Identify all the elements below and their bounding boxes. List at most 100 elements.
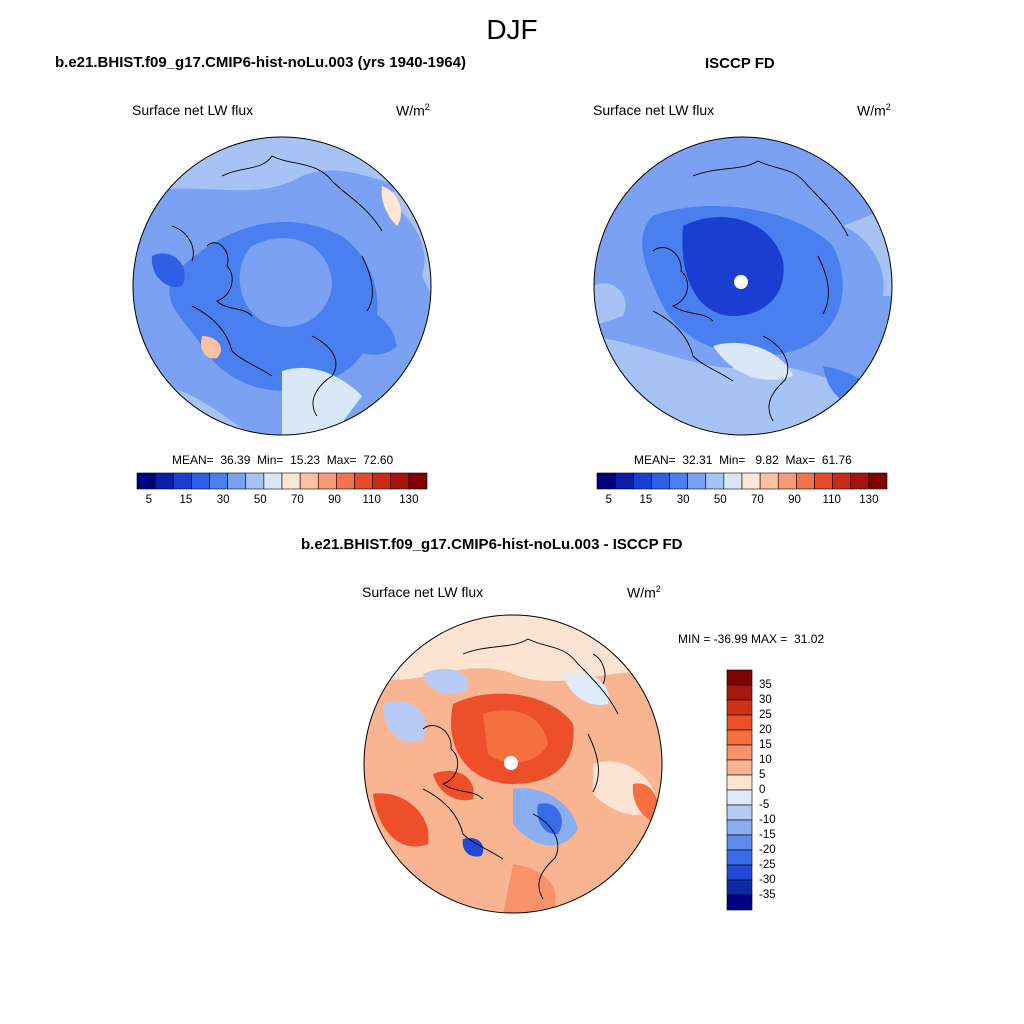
colorbar-tick-label: 5 xyxy=(605,494,612,506)
model-stats: MEAN= 36.39 Min= 15.23 Max= 72.60 xyxy=(172,453,394,467)
colorbar-swatch xyxy=(796,472,815,490)
colorbar-swatch xyxy=(726,789,753,806)
colorbar-swatch xyxy=(317,472,337,490)
colorbar-swatch xyxy=(651,472,670,490)
colorbar-swatch xyxy=(726,714,753,731)
colorbar-tick-label: -5 xyxy=(759,799,770,811)
colorbar-swatch xyxy=(723,472,743,490)
diff-minmax: MIN = -36.99 MAX = 31.02 xyxy=(678,632,825,646)
model-colorbar xyxy=(136,472,428,490)
obs-polar-map xyxy=(593,136,893,436)
colorbar-swatch xyxy=(209,472,228,490)
colorbar-swatch xyxy=(814,472,833,490)
colorbar-swatch xyxy=(281,472,301,490)
model-polar-map xyxy=(132,136,432,436)
colorbar-tick-label: -35 xyxy=(759,889,776,901)
colorbar-swatch xyxy=(614,472,634,490)
colorbar-tick-label: -10 xyxy=(759,814,776,826)
colorbar-swatch xyxy=(777,472,797,490)
colorbar-swatch xyxy=(726,699,753,716)
colorbar-swatch xyxy=(726,894,753,911)
colorbar-swatch xyxy=(726,774,753,791)
colorbar-swatch xyxy=(726,849,753,866)
diff-units-label: W/m2 xyxy=(627,584,661,601)
colorbar-swatch xyxy=(354,472,373,490)
colorbar-swatch xyxy=(372,472,392,490)
colorbar-tick-label: 10 xyxy=(759,754,772,766)
colorbar-tick-label: -30 xyxy=(759,874,776,886)
colorbar-swatch xyxy=(832,472,852,490)
model-units-label: W/m2 xyxy=(396,102,430,119)
colorbar-tick-label: 50 xyxy=(713,494,727,506)
colorbar-swatch xyxy=(154,472,174,490)
colorbar-swatch xyxy=(632,472,652,490)
model-variable-label: Surface net LW flux xyxy=(132,102,254,118)
colorbar-tick-label: 70 xyxy=(751,494,764,506)
colorbar-swatch xyxy=(245,472,265,490)
colorbar-tick-label: -20 xyxy=(759,844,776,856)
colorbar-tick-label: 25 xyxy=(759,709,772,721)
figure-title: DJF xyxy=(486,14,538,45)
colorbar-tick-label: 50 xyxy=(253,494,267,506)
model-panel-title: b.e21.BHIST.f09_g17.CMIP6-hist-noLu.003 … xyxy=(55,54,466,71)
colorbar-swatch xyxy=(408,472,428,490)
colorbar-tick-label: 0 xyxy=(759,784,766,796)
diff-panel-title: b.e21.BHIST.f09_g17.CMIP6-hist-noLu.003 … xyxy=(301,536,683,553)
model-colorbar-labels: 5 15 30 50 70 90 110 130 xyxy=(137,494,427,508)
colorbar-tick-label: 30 xyxy=(216,494,230,506)
colorbar-swatch xyxy=(726,744,753,761)
colorbar-swatch xyxy=(390,472,410,490)
diff-colorbar xyxy=(726,669,753,911)
colorbar-swatch xyxy=(227,472,247,490)
colorbar-tick-label: -15 xyxy=(759,829,776,841)
colorbar-tick-label: 70 xyxy=(291,494,304,506)
colorbar-swatch xyxy=(726,729,753,746)
diff-colorbar-labels: 35 30 25 20 15 10 5 0 -5 -10 -15 -20 -25 -30 -35 xyxy=(759,670,799,910)
colorbar-swatch xyxy=(299,472,319,490)
diff-variable-label: Surface net LW flux xyxy=(362,584,484,600)
colorbar-swatch xyxy=(868,472,888,490)
colorbar-swatch xyxy=(726,864,753,881)
colorbar-swatch xyxy=(687,472,707,490)
colorbar-tick-label: 130 xyxy=(399,494,419,506)
colorbar-tick-label: 5 xyxy=(145,494,152,506)
obs-colorbar-labels: 5 15 30 50 70 90 110 130 xyxy=(597,494,887,508)
colorbar-tick-label: 30 xyxy=(676,494,690,506)
colorbar-tick-label: 15 xyxy=(759,739,772,751)
colorbar-swatch xyxy=(596,472,616,490)
colorbar-swatch xyxy=(726,759,753,776)
diff-polar-map xyxy=(363,614,663,914)
colorbar-swatch xyxy=(136,472,156,490)
colorbar-tick-label: 15 xyxy=(639,494,653,506)
colorbar-tick-label: 20 xyxy=(759,724,772,736)
colorbar-swatch xyxy=(726,804,753,821)
obs-colorbar xyxy=(596,472,888,490)
colorbar-tick-label: 15 xyxy=(179,494,193,506)
colorbar-tick-label: 30 xyxy=(759,694,772,706)
colorbar-tick-label: 90 xyxy=(788,494,801,506)
colorbar-tick-label: 35 xyxy=(759,679,772,691)
colorbar-swatch xyxy=(705,472,725,490)
colorbar-swatch xyxy=(726,834,753,851)
colorbar-swatch xyxy=(850,472,870,490)
obs-stats: MEAN= 32.31 Min= 9.82 Max= 61.76 xyxy=(634,453,852,467)
colorbar-swatch xyxy=(726,669,753,686)
colorbar-swatch xyxy=(336,472,355,490)
colorbar-swatch xyxy=(726,879,753,896)
colorbar-tick-label: 110 xyxy=(822,494,841,506)
colorbar-swatch xyxy=(726,819,753,836)
colorbar-tick-label: 110 xyxy=(362,494,381,506)
colorbar-swatch xyxy=(191,472,210,490)
colorbar-swatch xyxy=(741,472,761,490)
colorbar-tick-label: 130 xyxy=(859,494,879,506)
colorbar-tick-label: -25 xyxy=(759,859,776,871)
obs-variable-label: Surface net LW flux xyxy=(593,102,715,118)
colorbar-swatch xyxy=(669,472,688,490)
colorbar-swatch xyxy=(172,472,192,490)
colorbar-tick-label: 5 xyxy=(759,769,766,781)
colorbar-swatch xyxy=(759,472,779,490)
colorbar-swatch xyxy=(726,684,753,701)
obs-panel-title: ISCCP FD xyxy=(705,55,775,72)
colorbar-tick-label: 90 xyxy=(328,494,341,506)
colorbar-swatch xyxy=(263,472,283,490)
